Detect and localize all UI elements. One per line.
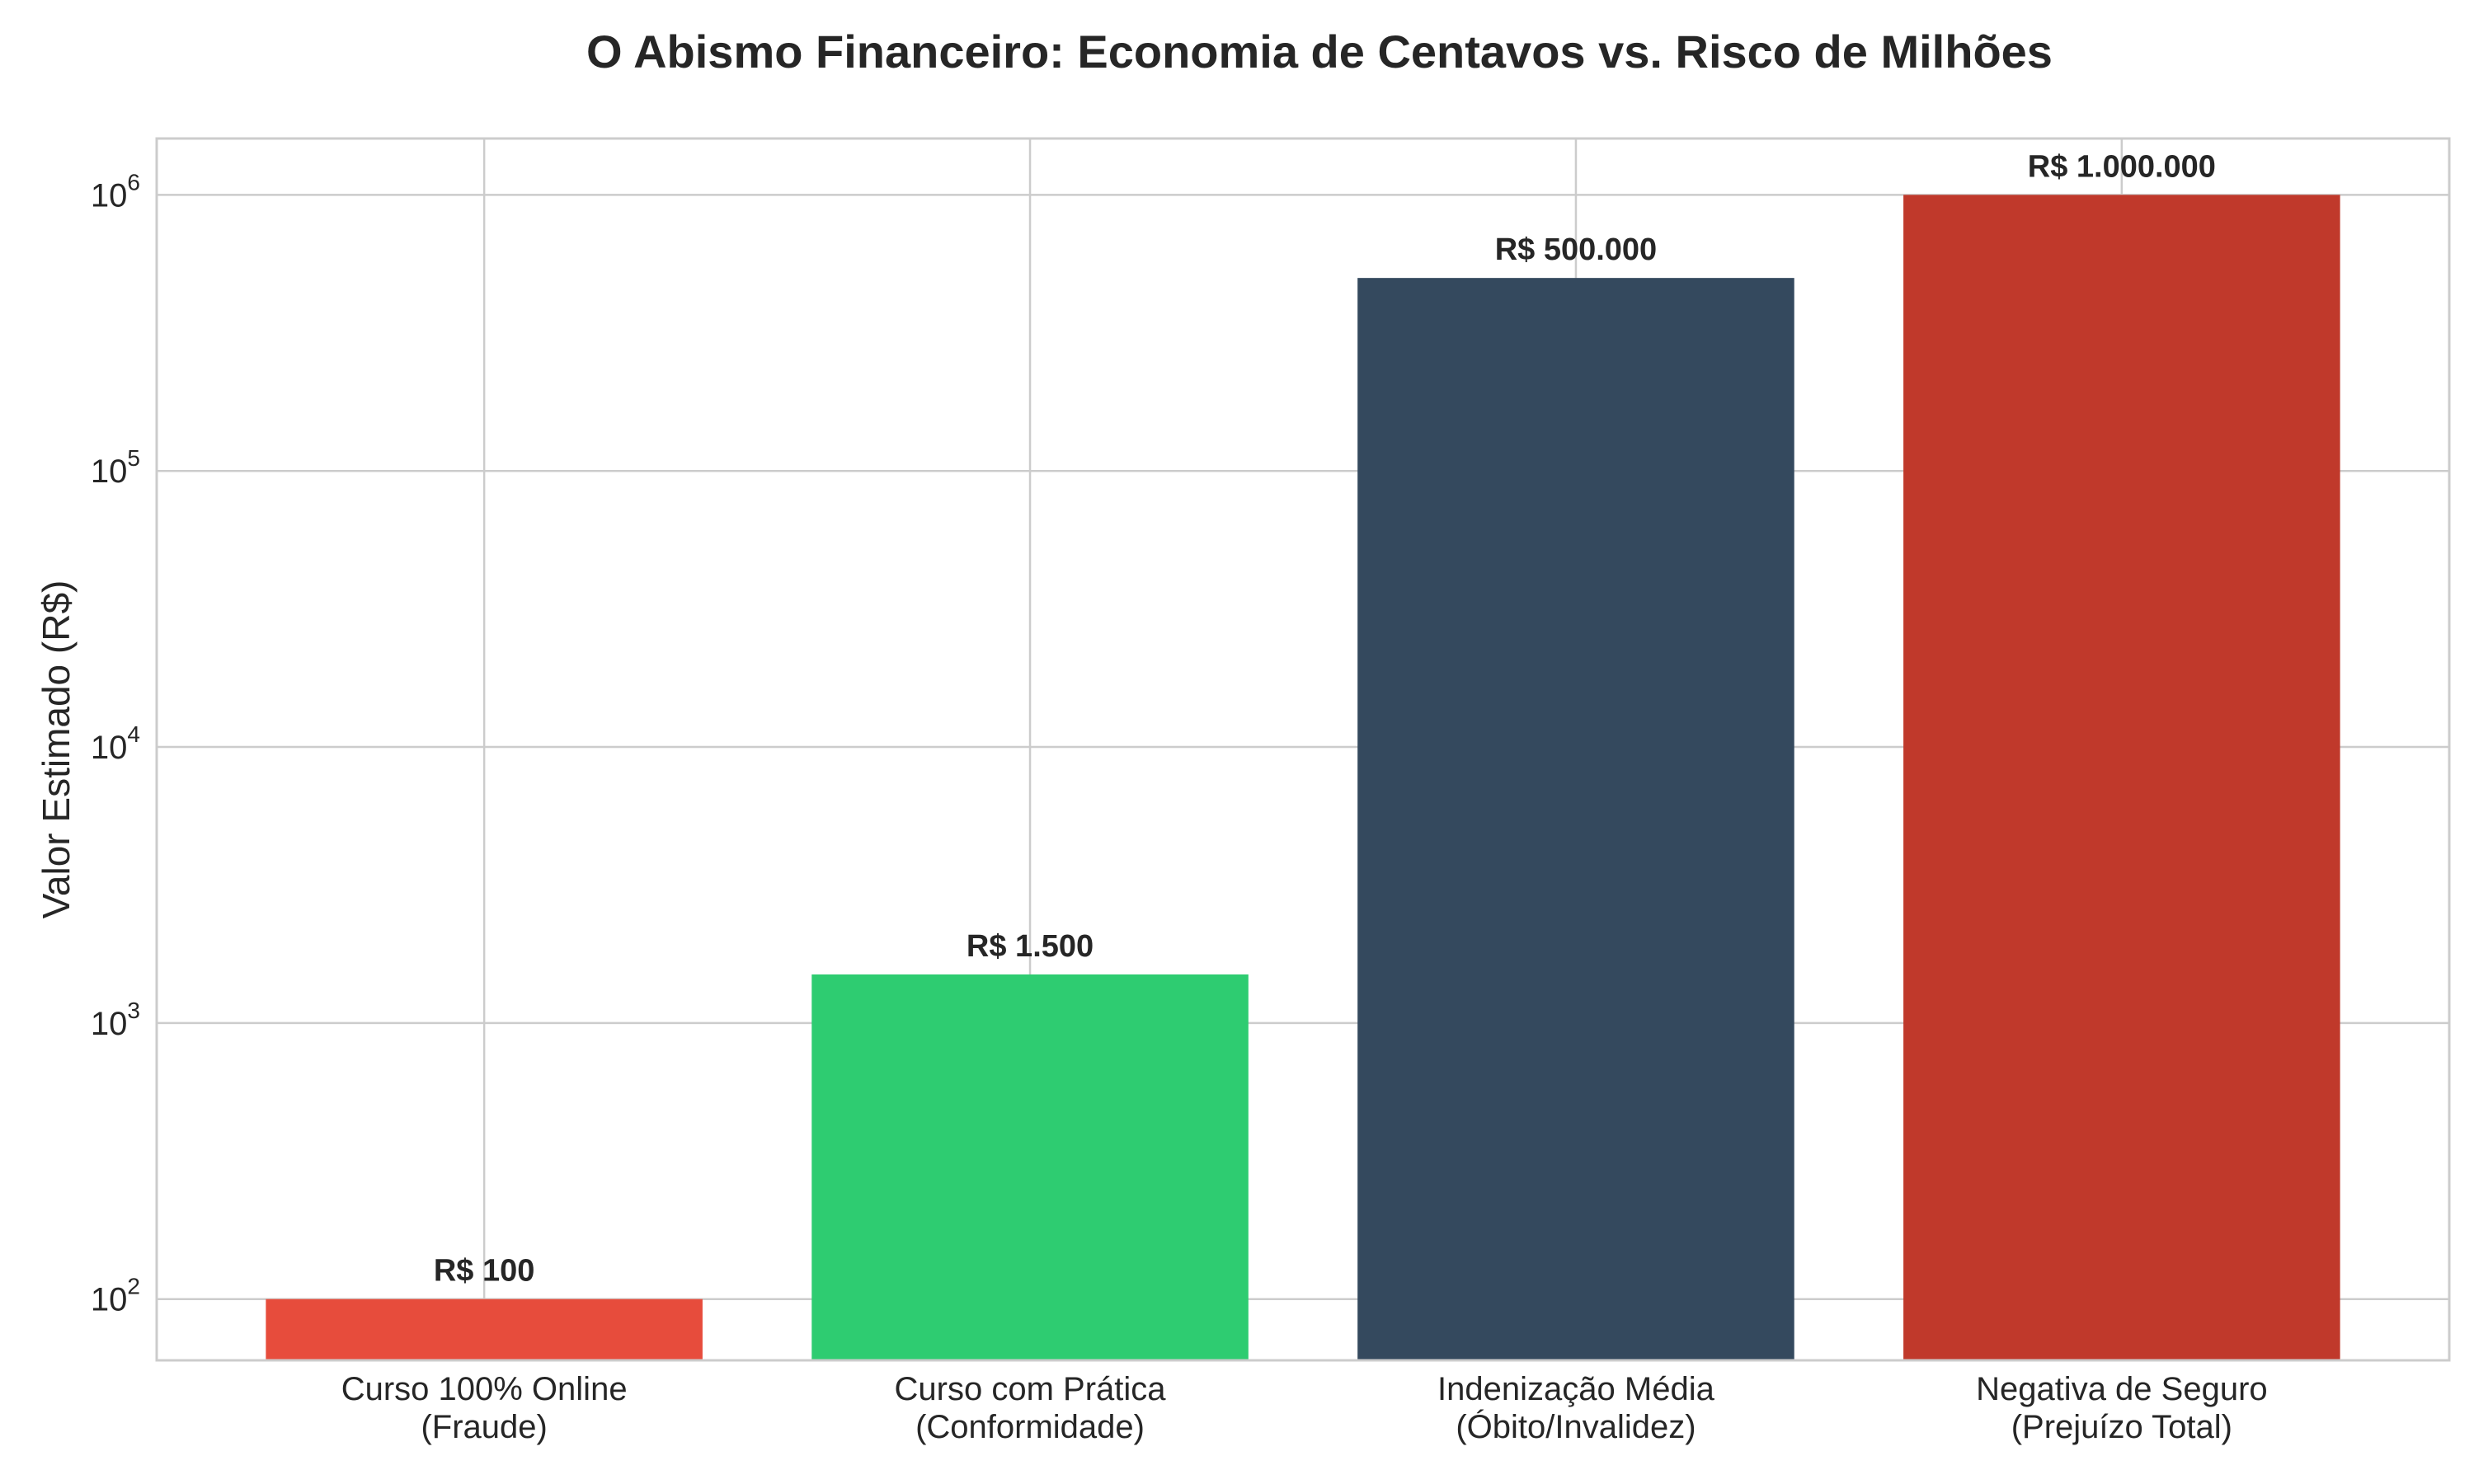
- y-tick-exponent: 5: [127, 445, 140, 471]
- x-tick-label-line: (Conformidade): [915, 1409, 1145, 1445]
- y-tick-exponent: 4: [127, 721, 140, 747]
- y-axis-label: Valor Estimado (R$): [35, 580, 78, 919]
- x-tick-label-line: (Prejuízo Total): [2011, 1409, 2232, 1445]
- data-label: R$ 500.000: [1495, 232, 1658, 267]
- data-label: R$ 1.000.000: [2028, 149, 2216, 184]
- x-axis-ticks: Curso 100% Online (Fraude) Curso com Práti…: [341, 1371, 2268, 1445]
- x-tick-label-line: Indenização Média: [1437, 1371, 1715, 1407]
- y-tick-label: 106: [91, 169, 140, 214]
- bar: [1903, 195, 2340, 1361]
- data-label: R$ 1.500: [967, 929, 1094, 964]
- y-tick-label: 103: [91, 998, 140, 1042]
- bars: [266, 195, 2340, 1361]
- y-tick-base: 10: [91, 1282, 128, 1318]
- y-tick-exponent: 2: [127, 1274, 140, 1299]
- bar: [811, 974, 1249, 1360]
- x-tick-label-line: Negativa de Seguro: [1976, 1371, 2268, 1407]
- bar: [1357, 278, 1794, 1361]
- y-tick-label: 104: [91, 721, 140, 766]
- x-tick-label-line: (Fraude): [421, 1409, 547, 1445]
- y-tick-label: 102: [91, 1274, 140, 1318]
- x-tick-label-line: Curso 100% Online: [341, 1371, 628, 1407]
- x-tick-label-line: Curso com Prática: [895, 1371, 1167, 1407]
- y-tick-base: 10: [91, 177, 128, 214]
- data-labels: R$ 100 R$ 1.500 R$ 500.000 R$ 1.000.000: [434, 149, 2216, 1288]
- plot-frame: [155, 137, 2451, 1362]
- y-tick-label: 105: [91, 445, 140, 490]
- x-tick-label: Curso com Prática (Conformidade): [895, 1371, 1167, 1445]
- y-tick-exponent: 6: [127, 169, 140, 195]
- x-tick-label: Negativa de Seguro (Prejuízo Total): [1976, 1371, 2268, 1445]
- chart-title: O Abismo Financeiro: Economia de Centavo…: [586, 26, 2053, 77]
- x-tick-label-line: (Óbito/Invalidez): [1456, 1408, 1696, 1445]
- x-tick-label: Indenização Média (Óbito/Invalidez): [1437, 1371, 1715, 1445]
- y-tick-base: 10: [91, 1006, 128, 1042]
- x-tick-label: Curso 100% Online (Fraude): [341, 1371, 628, 1445]
- y-tick-base: 10: [91, 730, 128, 766]
- y-tick-base: 10: [91, 453, 128, 490]
- y-tick-exponent: 3: [127, 998, 140, 1023]
- bar: [266, 1298, 703, 1360]
- data-label: R$ 100: [434, 1254, 535, 1289]
